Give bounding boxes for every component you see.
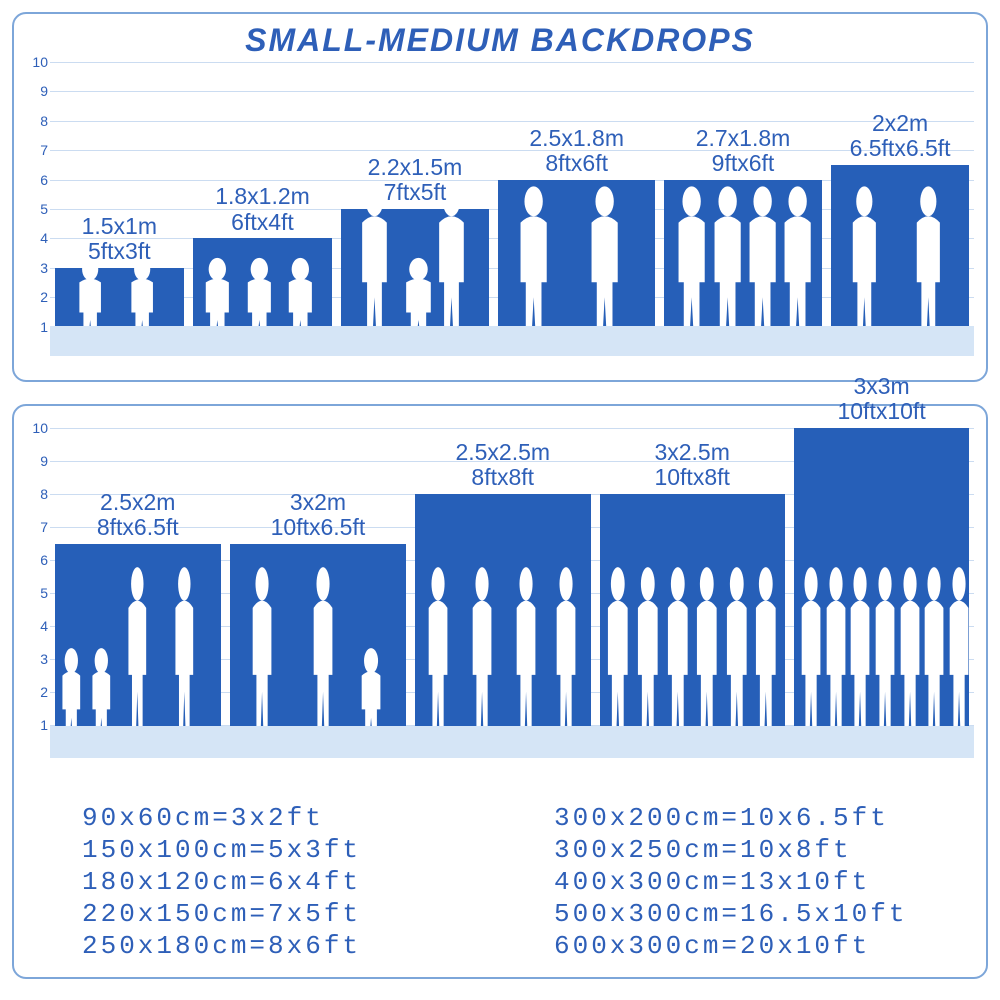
top-floor bbox=[50, 326, 974, 356]
ytick: 1 bbox=[40, 319, 48, 335]
page-title: SMALL-MEDIUM BACKDROPS bbox=[14, 14, 986, 59]
ytick: 2 bbox=[40, 684, 48, 700]
ytick: 4 bbox=[40, 230, 48, 246]
top-yaxis: 12345678910 bbox=[30, 62, 48, 356]
ytick: 6 bbox=[40, 552, 48, 568]
conversion-col-right: 300x200cm=10x6.5ft300x250cm=10x8ft400x30… bbox=[554, 801, 966, 963]
conversion-row: 150x100cm=5x3ft bbox=[82, 835, 494, 865]
ytick: 1 bbox=[40, 717, 48, 733]
conversion-row: 300x250cm=10x8ft bbox=[554, 835, 966, 865]
bar-label-ft: 10ftx10ft bbox=[837, 399, 925, 424]
conversion-row: 500x300cm=16.5x10ft bbox=[554, 899, 966, 929]
ytick: 9 bbox=[40, 453, 48, 469]
conversion-row: 600x300cm=20x10ft bbox=[554, 931, 966, 961]
ytick: 3 bbox=[40, 260, 48, 276]
conversion-row: 180x120cm=6x4ft bbox=[82, 867, 494, 897]
ytick: 7 bbox=[40, 519, 48, 535]
ytick: 10 bbox=[32, 54, 48, 70]
ytick: 9 bbox=[40, 83, 48, 99]
ytick: 5 bbox=[40, 585, 48, 601]
top-bars bbox=[50, 62, 974, 356]
ytick: 7 bbox=[40, 142, 48, 158]
ytick: 5 bbox=[40, 201, 48, 217]
ytick: 6 bbox=[40, 172, 48, 188]
ytick: 8 bbox=[40, 486, 48, 502]
bottom-chart: 12345678910 bbox=[50, 428, 974, 758]
bottom-bars bbox=[50, 428, 974, 758]
conversion-row: 400x300cm=13x10ft bbox=[554, 867, 966, 897]
bottom-panel: 1 2 3 4 5 6 7 8 9 10 bbox=[12, 404, 988, 979]
conversion-row: 220x150cm=7x5ft bbox=[82, 899, 494, 929]
top-panel: SMALL-MEDIUM BACKDROPS 12345678910 bbox=[12, 12, 988, 382]
conversion-row: 250x180cm=8x6ft bbox=[82, 931, 494, 961]
conversion-row: 90x60cm=3x2ft bbox=[82, 803, 494, 833]
conversion-col-left: 90x60cm=3x2ft150x100cm=5x3ft180x120cm=6x… bbox=[82, 801, 494, 963]
bottom-floor bbox=[50, 726, 974, 758]
ytick: 3 bbox=[40, 651, 48, 667]
bottom-yaxis: 12345678910 bbox=[30, 428, 48, 758]
top-chart: 12345678910 bbox=[50, 62, 974, 356]
conversion-row: 300x200cm=10x6.5ft bbox=[554, 803, 966, 833]
ytick: 2 bbox=[40, 289, 48, 305]
ytick: 8 bbox=[40, 113, 48, 129]
ytick: 10 bbox=[32, 420, 48, 436]
conversion-table: 90x60cm=3x2ft150x100cm=5x3ft180x120cm=6x… bbox=[82, 801, 966, 963]
ytick: 4 bbox=[40, 618, 48, 634]
